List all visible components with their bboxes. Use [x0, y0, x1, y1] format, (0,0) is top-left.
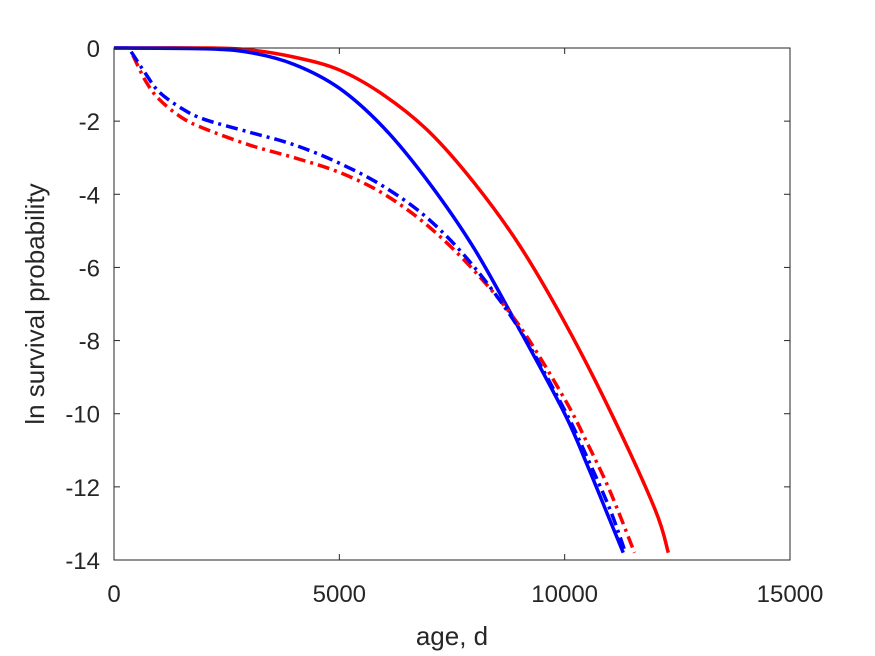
y-tick-label: -10: [65, 402, 100, 429]
x-tick-label: 10000: [531, 581, 598, 608]
y-axis-label: ln survival probability: [20, 183, 50, 424]
y-tick-label: -8: [79, 329, 100, 356]
y-tick-label: -6: [79, 255, 100, 282]
y-tick-label: -4: [79, 182, 100, 209]
y-tick-label: -14: [65, 548, 100, 575]
y-tick-label: -12: [65, 475, 100, 502]
series-line-4: [129, 50, 628, 554]
series-line-3: [131, 54, 637, 554]
tick-layer: 0 5000 10000 15000 0 -2 -4 -6 -8 -10 -12 -14: [65, 36, 823, 608]
x-tick-label: 15000: [757, 581, 824, 608]
y-tick-label: -2: [79, 109, 100, 136]
x-tick-label: 0: [107, 581, 120, 608]
plot-area: [114, 48, 790, 560]
y-tick-label: 0: [87, 36, 100, 63]
series-layer: [113, 46, 671, 554]
series-line-2: [113, 46, 625, 554]
x-axis-label: age, d: [416, 621, 488, 651]
series-line-1: [113, 46, 671, 554]
plot-frame: [113, 47, 791, 561]
x-tick-label: 5000: [313, 581, 366, 608]
